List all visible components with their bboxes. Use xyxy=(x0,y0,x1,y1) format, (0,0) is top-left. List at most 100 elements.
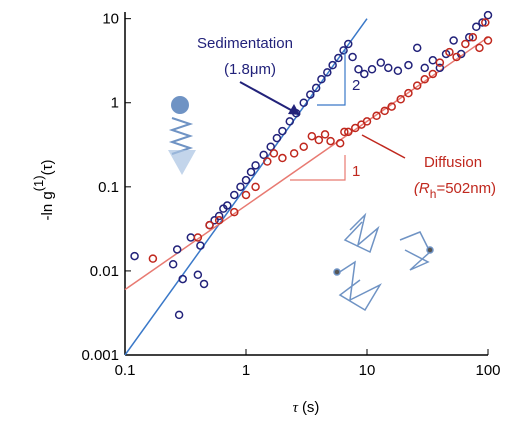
data-point xyxy=(278,126,287,136)
data-point xyxy=(387,102,396,111)
data-point xyxy=(360,69,369,79)
rh-open: (R xyxy=(414,180,430,197)
data-point xyxy=(351,123,360,133)
data-point xyxy=(193,270,203,280)
data-point xyxy=(445,47,454,57)
data-point xyxy=(404,60,413,70)
data-point xyxy=(205,220,214,230)
data-point xyxy=(367,65,377,74)
data-point xyxy=(435,63,445,73)
data-point xyxy=(317,75,326,84)
data-point xyxy=(314,135,324,145)
sphere-icon xyxy=(168,96,196,175)
y-tick-label: 0.001 xyxy=(81,347,119,364)
data-point xyxy=(452,52,461,62)
data-point xyxy=(246,167,256,177)
data-point xyxy=(475,43,484,53)
slope-triangle xyxy=(290,155,346,181)
arrow xyxy=(239,81,301,116)
data-point xyxy=(241,175,251,185)
data-point xyxy=(326,136,335,146)
data-point xyxy=(340,127,349,137)
data-point xyxy=(223,201,232,210)
data-point xyxy=(214,216,224,225)
data-point xyxy=(299,142,308,151)
data-point xyxy=(334,53,343,63)
x-tick-label: 0.1 xyxy=(115,362,136,379)
data-point xyxy=(354,65,363,74)
y-label-main: -ln g xyxy=(39,191,56,220)
data-point xyxy=(372,111,381,121)
data-point xyxy=(285,117,295,126)
data-point xyxy=(266,142,275,151)
x-tick-label: 10 xyxy=(359,362,376,379)
y-axis-label: -ln g(1)(τ) xyxy=(31,160,56,221)
slope-triangle xyxy=(317,50,346,106)
data-point xyxy=(328,60,337,70)
data-point xyxy=(465,33,474,42)
data-point xyxy=(428,69,438,79)
data-point xyxy=(412,43,422,53)
data-point xyxy=(483,36,493,45)
data-point xyxy=(236,182,245,192)
data-point xyxy=(130,251,139,261)
random-walk-icon xyxy=(333,212,434,312)
data-point xyxy=(393,66,403,76)
data-point xyxy=(481,18,490,27)
data-point xyxy=(478,18,487,27)
data-point xyxy=(241,190,251,200)
arrow xyxy=(361,134,406,159)
data-point xyxy=(461,39,470,49)
series-label: Sedimentation xyxy=(197,35,293,52)
data-point xyxy=(384,63,393,73)
rh-sub: h xyxy=(430,187,437,201)
data-point xyxy=(272,133,282,143)
data-point xyxy=(193,233,203,242)
data-point xyxy=(299,98,308,107)
data-point xyxy=(259,150,268,160)
data-point xyxy=(178,274,187,284)
data-point xyxy=(172,245,182,254)
x-tick-label: 100 xyxy=(475,362,500,379)
y-tick-label: 0.01 xyxy=(90,263,119,280)
data-point xyxy=(404,88,413,98)
data-point xyxy=(348,52,357,62)
data-point xyxy=(199,279,209,289)
x-tick-label: 1 xyxy=(242,362,250,379)
data-point xyxy=(420,63,429,73)
data-point xyxy=(344,127,353,137)
data-point xyxy=(196,241,205,250)
data-point xyxy=(420,75,429,84)
data-point xyxy=(472,22,481,32)
data-point xyxy=(483,10,493,20)
data-point xyxy=(174,310,184,320)
data-point xyxy=(251,161,260,170)
data-point xyxy=(230,190,239,200)
data-point xyxy=(311,83,321,93)
y-label-tail: (τ) xyxy=(39,160,56,176)
data-point xyxy=(307,131,317,141)
data-point xyxy=(339,46,348,55)
data-point xyxy=(269,149,279,158)
annotation: (1.8μm) xyxy=(224,61,276,78)
slope-label: 1 xyxy=(352,163,360,180)
data-point xyxy=(468,33,478,42)
data-point xyxy=(362,117,372,126)
series-label: Diffusion xyxy=(424,154,482,171)
data-point xyxy=(186,233,196,242)
rh-close: =502nm) xyxy=(436,180,496,197)
data-point xyxy=(306,90,315,99)
data-point xyxy=(148,254,158,263)
data-point xyxy=(396,95,405,104)
data-point xyxy=(168,260,178,269)
y-tick-label: 0.1 xyxy=(98,179,119,196)
data-point xyxy=(251,182,260,192)
data-point xyxy=(335,138,345,148)
data-point xyxy=(210,216,219,225)
x-axis-label: τ (s) xyxy=(293,399,320,416)
data-point xyxy=(323,68,332,77)
data-point xyxy=(320,130,330,139)
data-point xyxy=(263,157,272,166)
data-point xyxy=(376,58,386,67)
